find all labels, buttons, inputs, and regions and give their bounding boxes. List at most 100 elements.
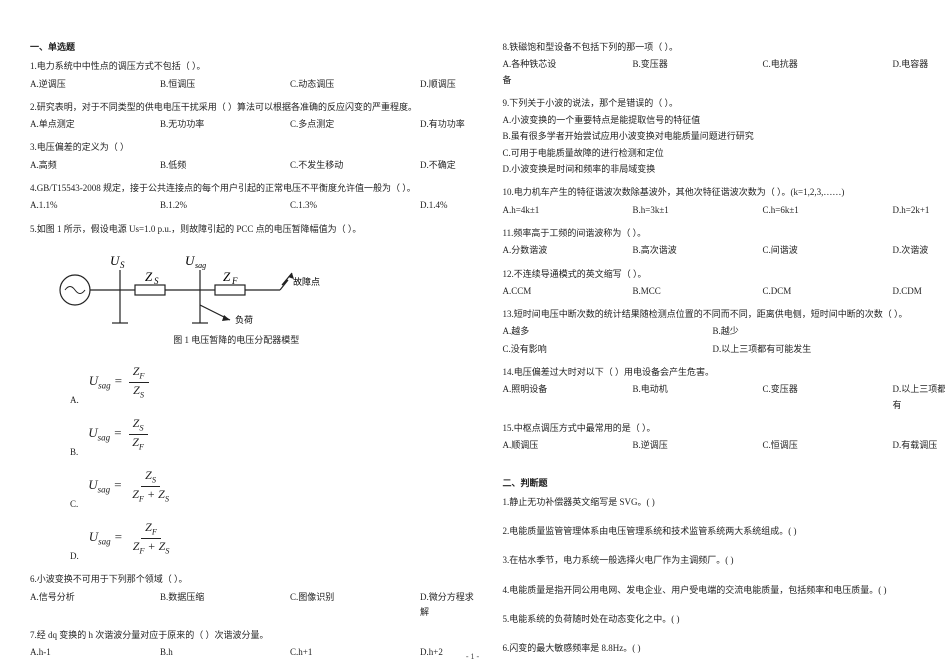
q6-opt-b: B.数据压缩: [160, 590, 220, 621]
question-1: 1.电力系统中中性点的调压方式不包括（ ）。 A.逆调压 B.恒调压 C.动态调…: [30, 59, 443, 92]
q3-opt-c: C.不发生移动: [290, 158, 350, 173]
q13-text: 13.短时间电压中断次数的统计结果随检测点位置的不同而不同，距离供电侧，短时间中…: [503, 307, 916, 322]
q15-opt-c: C.恒调压: [763, 438, 823, 453]
q7-opt-b: B.h: [160, 645, 220, 660]
q11-opt-d: D.次谐波: [893, 243, 945, 258]
fb-lhs-sub: sag: [98, 433, 111, 443]
fd-lhs-sub: sag: [98, 537, 111, 547]
section-2-title: 二、判断题: [503, 476, 916, 491]
fc-num-sub: S: [152, 476, 156, 485]
q9-lines: A.小波变换的一个重要特点是能提取信号的特征值 B.虽有很多学者开始尝试应用小波…: [503, 113, 916, 177]
q11-opt-c: C.间谐波: [763, 243, 823, 258]
fd-den2s: S: [165, 546, 169, 555]
q9-line-b: B.虽有很多学者开始尝试应用小波变换对电能质量问题进行研究: [503, 129, 916, 144]
formula-options: A. Usag = ZF ZS B. Usag = ZS ZF: [70, 356, 443, 564]
svg-text:F: F: [231, 276, 238, 286]
q7-options: A.h-1 B.h C.h+1 D.h+2: [30, 645, 443, 660]
q8-opt-d: D.电容器: [893, 57, 945, 88]
q1-text: 1.电力系统中中性点的调压方式不包括（ ）。: [30, 59, 443, 74]
formula-a: A. Usag = ZF ZS: [70, 356, 443, 408]
question-15: 15.中枢点调压方式中最常用的是（ ）。 A.顺调压 B.逆调压 C.恒调压 D…: [503, 421, 916, 454]
question-9: 9.下列关于小波的说法，那个是错误的（ ）。 A.小波变换的一个重要特点是能提取…: [503, 96, 916, 177]
question-8: 8.铁磁饱和型设备不包括下列的那一项（ ）。 A.各种铁芯设备 B.变压器 C.…: [503, 40, 916, 88]
question-2: 2.研究表明，对于不同类型的供电电压干扰采用（ ）算法可以根据各准确的反应闪变的…: [30, 100, 443, 133]
q10-opt-c: C.h=6k±1: [763, 203, 823, 218]
formula-c-label: C.: [70, 497, 78, 512]
fb-den: Z: [132, 435, 139, 449]
q3-opt-d: D.不确定: [420, 158, 480, 173]
q10-options: A.h=4k±1 B.h=3k±1 C.h=6k±1 D.h=2k+1: [503, 203, 916, 218]
q15-text: 15.中枢点调压方式中最常用的是（ ）。: [503, 421, 916, 436]
q14-opt-c: C.变压器: [763, 382, 823, 413]
figure-1-caption: 图 1 电压暂降的电压分配器模型: [30, 333, 443, 348]
fc-lhs-sub: sag: [98, 485, 111, 495]
svg-text:S: S: [154, 276, 159, 286]
q3-text: 3.电压偏差的定义为（ ）: [30, 140, 443, 155]
tf-4: 4.电能质量是指开同公用电网、发电企业、用户受电端的交流电能质量，包括频率和电压…: [503, 583, 916, 598]
q13-options-row1: A.越多 B.越少: [503, 324, 916, 339]
fa-den-sub: S: [140, 390, 144, 399]
left-column: 一、单选题 1.电力系统中中性点的调压方式不包括（ ）。 A.逆调压 B.恒调压…: [0, 0, 473, 669]
fb-lhs: U: [88, 425, 97, 440]
q9-text: 9.下列关于小波的说法，那个是错误的（ ）。: [503, 96, 916, 111]
q15-opt-a: A.顺调压: [503, 438, 563, 453]
q6-opt-a: A.信号分析: [30, 590, 90, 621]
question-5: 5.如图 1 所示，假设电源 Us=1.0 p.u.，则故障引起的 PCC 点的…: [30, 222, 443, 565]
q7-text: 7.经 dq 变换的 h 次谐波分量对应于原来的（ ）次谐波分量。: [30, 628, 443, 643]
q2-opt-b: B.无功功率: [160, 117, 220, 132]
q11-options: A.分数谐波 B.高次谐波 C.间谐波 D.次谐波: [503, 243, 916, 258]
q13-opt-c: C.没有影响: [503, 342, 563, 357]
fc-den2: Z: [158, 487, 165, 501]
q1-opt-a: A.逆调压: [30, 77, 90, 92]
question-3: 3.电压偏差的定义为（ ） A.高频 B.低频 C.不发生移动 D.不确定: [30, 140, 443, 173]
q14-opt-a: A.照明设备: [503, 382, 563, 413]
right-column: 8.铁磁饱和型设备不包括下列的那一项（ ）。 A.各种铁芯设备 B.变压器 C.…: [473, 0, 945, 669]
q13-options-row2: C.没有影响 D.以上三项都有可能发生: [503, 342, 916, 357]
q3-options: A.高频 B.低频 C.不发生移动 D.不确定: [30, 158, 443, 173]
q3-opt-a: A.高频: [30, 158, 90, 173]
q11-text: 11.频率高于工频的间谐波称为（ ）。: [503, 226, 916, 241]
q8-options: A.各种铁芯设备 B.变压器 C.电抗器 D.电容器: [503, 57, 916, 88]
svg-text:负荷: 负荷: [235, 314, 253, 325]
formula-d: D. Usag = ZF ZF + ZS: [70, 512, 443, 564]
q6-text: 6.小波变换不可用于下列那个领域（ ）。: [30, 572, 443, 587]
q11-opt-b: B.高次谐波: [633, 243, 693, 258]
q7-opt-a: A.h-1: [30, 645, 90, 660]
q2-opt-d: D.有功功率: [420, 117, 480, 132]
q4-text: 4.GB/T15543-2008 规定，接于公共连接点的每个用户引起的正常电压不…: [30, 181, 443, 196]
q5-text: 5.如图 1 所示，假设电源 Us=1.0 p.u.，则故障引起的 PCC 点的…: [30, 222, 443, 237]
svg-text:Z: Z: [145, 269, 153, 284]
formula-b-label: B.: [70, 445, 78, 460]
q10-opt-b: B.h=3k±1: [633, 203, 693, 218]
q14-options: A.照明设备 B.电动机 C.变压器 D.以上三项都有: [503, 382, 916, 413]
q11-opt-a: A.分数谐波: [503, 243, 563, 258]
q9-line-d: D.小波变换是时间和频率的非局域变换: [503, 162, 916, 177]
q1-opt-b: B.恒调压: [160, 77, 220, 92]
fd-plus: +: [145, 539, 159, 553]
q15-opt-b: B.逆调压: [633, 438, 693, 453]
q2-text: 2.研究表明，对于不同类型的供电电压干扰采用（ ）算法可以根据各准确的反应闪变的…: [30, 100, 443, 115]
fa-lhs-sub: sag: [98, 381, 111, 391]
q2-options: A.单点测定 B.无功功率 C.多点测定 D.有功功率: [30, 117, 443, 132]
q12-text: 12.不连续导通模式的英文缩写（ ）。: [503, 267, 916, 282]
question-11: 11.频率高于工频的间谐波称为（ ）。 A.分数谐波 B.高次谐波 C.间谐波 …: [503, 226, 916, 259]
q6-opt-c: C.图像识别: [290, 590, 350, 621]
fc-den2s: S: [165, 494, 169, 503]
tf-1: 1.静止无功补偿器英文缩写是 SVG。( ): [503, 495, 916, 510]
question-13: 13.短时间电压中断次数的统计结果随检测点位置的不同而不同，距离供电侧，短时间中…: [503, 307, 916, 357]
question-4: 4.GB/T15543-2008 规定，接于公共连接点的每个用户引起的正常电压不…: [30, 181, 443, 214]
q14-opt-d: D.以上三项都有: [893, 382, 945, 413]
svg-text:故障点: 故障点: [293, 276, 320, 287]
q13-opt-d: D.以上三项都有可能发生: [713, 342, 812, 357]
fa-num-sub: F: [139, 372, 144, 381]
fb-den-sub: F: [139, 442, 144, 451]
q8-opt-c: C.电抗器: [763, 57, 823, 88]
formula-a-label: A.: [70, 393, 79, 408]
q15-opt-d: D.有载调压: [893, 438, 945, 453]
q4-opt-d: D.1.4%: [420, 198, 480, 213]
q2-opt-c: C.多点测定: [290, 117, 350, 132]
question-14: 14.电压偏差过大时对以下（ ）用电设备会产生危害。 A.照明设备 B.电动机 …: [503, 365, 916, 413]
question-10: 10.电力机车产生的特征谐波次数除基波外，其他次特征谐波次数为（ ）。(k=1,…: [503, 185, 916, 218]
q13-opt-a: A.越多: [503, 324, 563, 339]
tf-2: 2.电能质量监管管理体系由电压管理系统和技术监管系统两大系统组成。( ): [503, 524, 916, 539]
